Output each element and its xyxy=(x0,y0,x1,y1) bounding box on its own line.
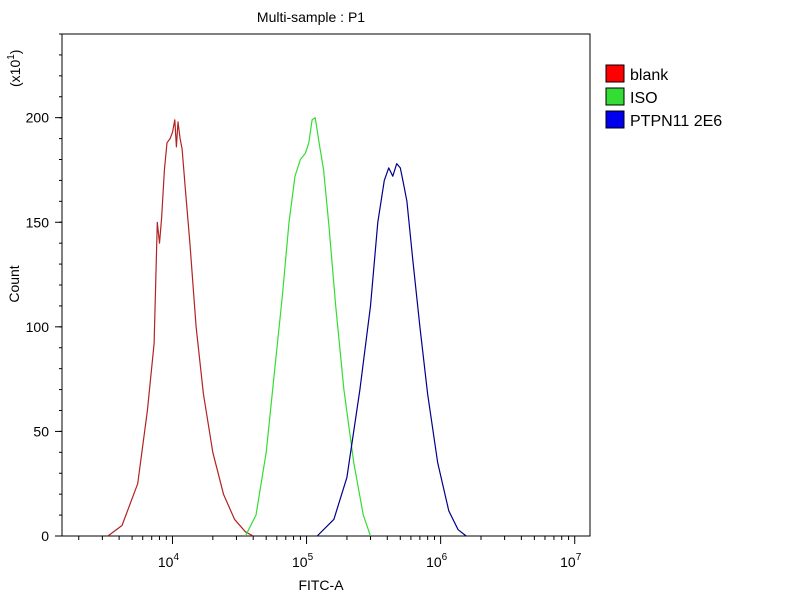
y-axis-ticks: 0 50 100 150 200 xyxy=(26,33,62,544)
legend-swatch-0 xyxy=(605,64,625,83)
legend-label-2: PTPN11 2E6 xyxy=(630,113,722,130)
histogram-series xyxy=(107,117,467,537)
y-tick-label: 0 xyxy=(41,528,49,544)
series-line-2 xyxy=(316,163,467,537)
series-line-1 xyxy=(244,117,372,537)
x-tick-label: 106 xyxy=(426,552,448,570)
x-tick-label: 104 xyxy=(158,552,180,570)
chart-title: Multi-sample : P1 xyxy=(257,9,365,25)
y-tick-label: 200 xyxy=(26,110,50,126)
x-axis-label: FITC-A xyxy=(298,577,344,593)
legend-label-0: blank xyxy=(630,67,669,84)
legend-label-1: ISO xyxy=(630,90,658,107)
y-tick-label: 100 xyxy=(26,319,50,335)
legend: blank ISO PTPN11 2E6 xyxy=(605,64,722,130)
y-multiplier-suffix: ) xyxy=(7,50,23,55)
series-line-0 xyxy=(107,119,254,537)
x-axis-ticks: 104 105 106 107 xyxy=(78,536,582,570)
x-tick-label: 107 xyxy=(560,552,582,570)
legend-swatch-1 xyxy=(605,87,625,106)
y-multiplier-prefix: (x10 xyxy=(7,60,23,87)
x-tick-label: 105 xyxy=(292,552,314,570)
y-axis-label: Count xyxy=(6,265,22,302)
legend-swatch-2 xyxy=(605,110,625,129)
y-multiplier-label: (x101) xyxy=(6,50,23,87)
y-tick-label: 150 xyxy=(26,214,50,230)
y-multiplier-exponent: 1 xyxy=(6,54,17,60)
y-tick-label: 50 xyxy=(33,423,49,439)
